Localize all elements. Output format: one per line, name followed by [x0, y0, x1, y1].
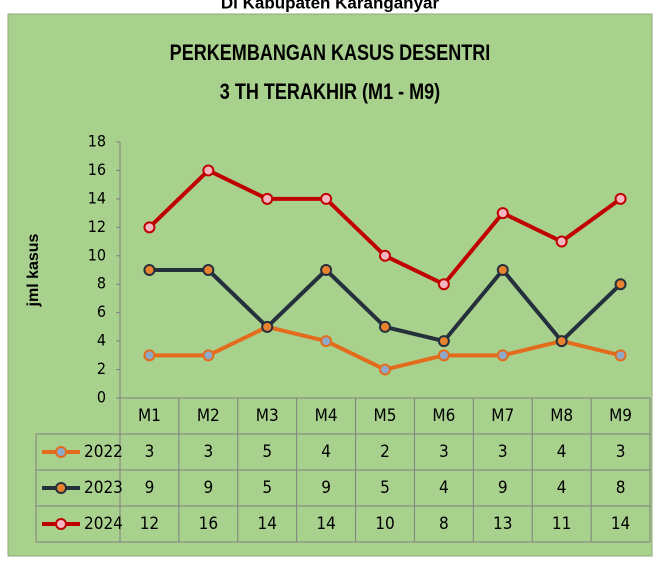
x-tick-label: M7 [491, 406, 514, 426]
legend-marker [55, 482, 67, 494]
legend-marker [55, 446, 67, 458]
table-cell: 14 [316, 514, 335, 534]
legend-label: 2023 [84, 478, 123, 498]
marker [379, 363, 391, 376]
table-cell: 8 [616, 478, 626, 498]
marker [496, 264, 509, 276]
marker [143, 264, 156, 276]
marker [555, 335, 568, 348]
marker [202, 264, 215, 276]
table-cell: 9 [203, 478, 213, 498]
table-cell: 13 [493, 514, 512, 534]
legend-label: 2022 [84, 442, 123, 462]
marker [437, 335, 450, 348]
marker [261, 192, 274, 205]
marker [143, 221, 156, 234]
table-cell: 4 [321, 442, 331, 462]
table-cell: 9 [498, 478, 508, 498]
y-tick-label: 0 [97, 388, 106, 407]
marker [143, 349, 156, 362]
marker [496, 207, 509, 220]
marker [437, 278, 450, 291]
x-tick-label: M3 [256, 406, 279, 426]
table-cell: 4 [439, 478, 449, 498]
chart-title: PERKEMBANGAN KASUS DESENTRI [170, 41, 491, 65]
table-cell: 2 [380, 442, 390, 462]
marker [614, 349, 627, 362]
marker [379, 320, 391, 333]
marker [614, 278, 627, 291]
y-tick-label: 2 [97, 359, 106, 378]
marker [320, 335, 333, 348]
table-cell: 9 [321, 478, 331, 498]
table-cell: 9 [145, 478, 155, 498]
marker [320, 264, 333, 276]
table-cell: 5 [262, 442, 272, 462]
table-cell: 4 [557, 442, 567, 462]
y-tick-label: 8 [97, 274, 106, 293]
legend-label: 2024 [84, 514, 123, 534]
marker [555, 235, 568, 248]
table-cell: 12 [140, 514, 159, 534]
chart-background [7, 13, 653, 557]
y-tick-label: 6 [97, 302, 106, 321]
marker [437, 349, 450, 362]
x-tick-label: M1 [138, 406, 161, 426]
marker [202, 349, 215, 362]
x-tick-label: M5 [374, 406, 397, 426]
y-tick-label: 16 [88, 160, 106, 179]
y-tick-label: 4 [97, 331, 106, 350]
chart-title: 3 TH TERAKHIR (M1 - M9) [220, 80, 440, 104]
table-cell: 11 [552, 514, 571, 534]
y-tick-label: 10 [88, 245, 106, 264]
x-tick-label: M6 [432, 406, 455, 426]
heading: Di Kabupaten Karanganyar [221, 0, 440, 12]
y-tick-label: 12 [88, 217, 106, 236]
table-cell: 14 [257, 514, 276, 534]
table-cell: 3 [616, 442, 626, 462]
marker [261, 320, 274, 333]
y-tick-label: 14 [88, 188, 106, 207]
marker [614, 192, 627, 205]
x-tick-label: M4 [315, 406, 338, 426]
x-tick-label: M9 [609, 406, 632, 426]
table-cell: 3 [439, 442, 449, 462]
table-cell: 5 [262, 478, 272, 498]
legend-marker [55, 518, 67, 530]
table-cell: 3 [498, 442, 508, 462]
table-cell: 10 [375, 514, 394, 534]
x-tick-label: M8 [550, 406, 573, 426]
y-axis-label: jml kasus [25, 233, 42, 307]
table-cell: 5 [380, 478, 390, 498]
y-tick-label: 18 [88, 132, 106, 151]
marker [320, 192, 333, 205]
x-tick-label: M2 [197, 406, 220, 426]
table-cell: 8 [439, 514, 449, 534]
table-cell: 3 [203, 442, 213, 462]
marker [379, 249, 391, 262]
table-cell: 14 [611, 514, 630, 534]
table-cell: 16 [199, 514, 218, 534]
table-cell: 4 [557, 478, 567, 498]
table-cell: 3 [145, 442, 155, 462]
marker [496, 349, 509, 362]
marker [202, 164, 215, 177]
